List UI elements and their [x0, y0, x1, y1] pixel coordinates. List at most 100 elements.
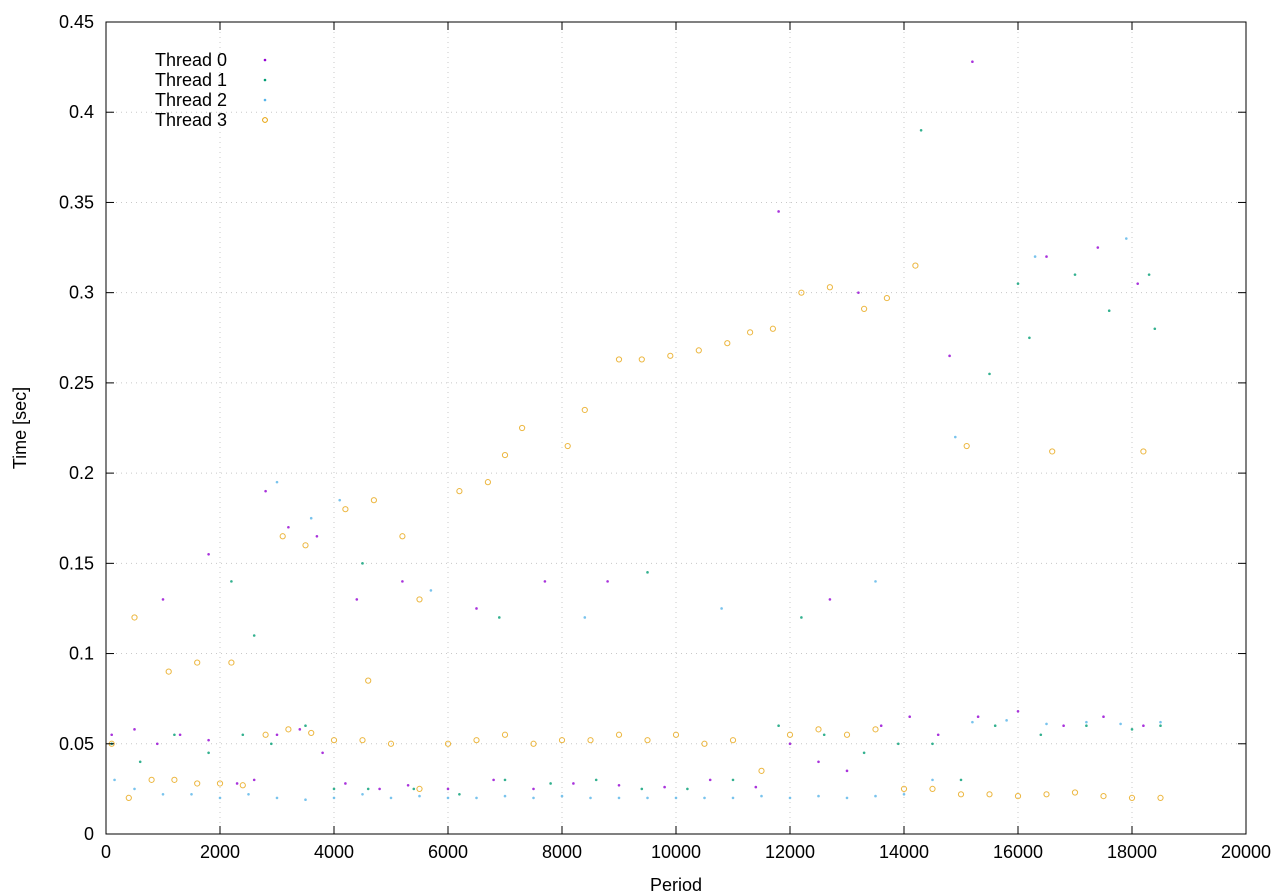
- data-point: [110, 733, 113, 737]
- data-point: [444, 740, 452, 747]
- legend-marker-0: [263, 58, 267, 62]
- legend-label-0: Thread 0: [155, 50, 227, 70]
- data-point: [387, 740, 395, 747]
- series-0: [110, 60, 1145, 791]
- data-point: [156, 742, 159, 746]
- legend-marker-3: [262, 117, 268, 123]
- data-point: [857, 291, 860, 294]
- data-point: [646, 796, 649, 800]
- data-point: [492, 778, 495, 782]
- data-point: [279, 533, 286, 540]
- y-tick-label: 0.2: [69, 463, 94, 483]
- x-axis-title: Period: [650, 875, 702, 895]
- data-point: [976, 715, 980, 719]
- data-point: [788, 796, 792, 800]
- data-point: [1085, 724, 1088, 728]
- data-point: [971, 720, 974, 724]
- data-point: [963, 442, 970, 450]
- data-point: [929, 785, 936, 792]
- data-point: [503, 794, 507, 798]
- data-point: [503, 778, 507, 782]
- data-point: [919, 128, 923, 132]
- data-point: [663, 785, 666, 789]
- data-point: [370, 497, 377, 504]
- legend-marker-1: [263, 78, 267, 82]
- data-point: [957, 791, 965, 798]
- data-point: [399, 533, 406, 540]
- data-point: [615, 356, 623, 363]
- data-point: [1073, 273, 1077, 276]
- data-point: [777, 724, 780, 728]
- x-tick-label: 8000: [542, 842, 582, 862]
- data-point: [1136, 282, 1139, 285]
- data-point: [874, 794, 877, 798]
- data-point: [401, 580, 404, 583]
- data-point: [218, 796, 222, 800]
- x-tick-label: 0: [101, 842, 111, 862]
- data-point: [594, 778, 598, 782]
- data-point: [1147, 273, 1151, 276]
- data-point: [558, 737, 566, 744]
- data-point: [731, 778, 735, 782]
- data-point: [695, 347, 702, 354]
- data-point: [304, 798, 307, 802]
- x-tick-label: 20000: [1221, 842, 1271, 862]
- data-point: [988, 372, 991, 376]
- data-point: [1128, 794, 1136, 802]
- data-point: [530, 740, 537, 747]
- data-point: [758, 767, 765, 774]
- data-point: [703, 796, 706, 800]
- data-point: [1016, 282, 1020, 285]
- data-point: [1039, 733, 1043, 737]
- data-point: [897, 742, 900, 746]
- data-point: [456, 488, 463, 495]
- data-point: [769, 325, 777, 332]
- data-point: [1100, 793, 1107, 800]
- data-point: [936, 733, 940, 737]
- data-point: [338, 498, 342, 502]
- data-point: [484, 479, 491, 486]
- data-point: [355, 598, 359, 601]
- data-point: [672, 731, 680, 738]
- x-tick-label: 10000: [651, 842, 701, 862]
- data-point: [845, 769, 849, 773]
- data-point: [931, 778, 934, 782]
- data-point: [161, 598, 165, 601]
- data-point: [1142, 724, 1145, 728]
- data-point: [304, 724, 307, 728]
- data-point: [429, 589, 433, 592]
- data-point: [1096, 246, 1100, 249]
- data-point: [275, 480, 279, 484]
- data-point: [912, 262, 919, 269]
- data-point: [587, 737, 594, 744]
- data-point: [874, 580, 877, 583]
- data-point: [879, 724, 883, 728]
- data-point: [1153, 327, 1157, 331]
- data-point: [344, 782, 347, 785]
- data-point: [908, 715, 911, 719]
- data-point: [822, 733, 826, 737]
- data-point: [235, 782, 239, 785]
- y-tick-label: 0.3: [69, 283, 94, 303]
- data-point: [708, 778, 712, 782]
- data-point: [216, 780, 224, 787]
- data-point: [646, 571, 649, 574]
- data-point: [366, 787, 370, 791]
- data-point: [843, 731, 851, 738]
- data-point: [1005, 719, 1008, 722]
- data-point: [948, 354, 951, 358]
- data-point: [1016, 709, 1020, 713]
- data-point: [309, 516, 313, 520]
- data-point: [262, 731, 269, 738]
- data-point: [1033, 255, 1037, 258]
- data-point: [902, 793, 906, 796]
- series-3: [108, 262, 1164, 802]
- data-point: [252, 778, 256, 782]
- data-point: [275, 733, 279, 737]
- y-tick-label: 0: [84, 824, 94, 844]
- data-point: [826, 284, 834, 291]
- data-point: [1062, 724, 1065, 728]
- data-point: [330, 737, 338, 744]
- data-point: [615, 731, 623, 738]
- data-point: [549, 782, 552, 785]
